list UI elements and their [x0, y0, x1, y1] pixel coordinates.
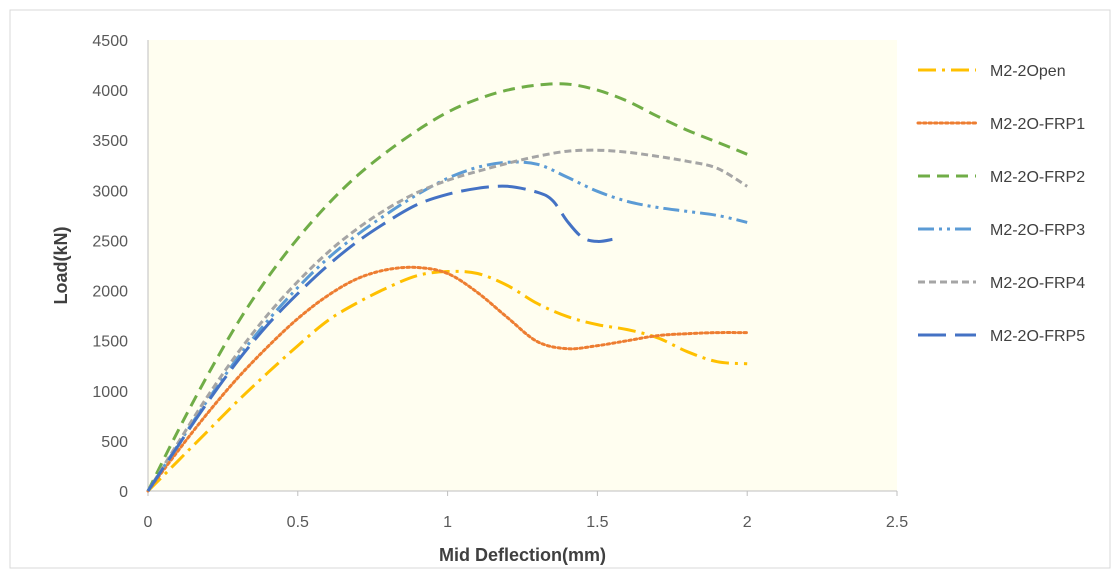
x-axis-title: Mid Deflection(mm)	[439, 545, 606, 565]
series-line-6	[146, 184, 613, 492]
y-tick-label: 4500	[92, 33, 128, 50]
y-tick-label: 1000	[92, 384, 128, 401]
y-tick-label: 4000	[92, 83, 128, 100]
legend-label: M2-2O-FRP4	[990, 275, 1085, 292]
legend-label: M2-2O-FRP2	[990, 169, 1085, 186]
x-tick-label: 2	[743, 514, 752, 531]
legend-item: M2-2Open	[918, 63, 1066, 80]
legend-item: M2-2O-FRP2	[918, 169, 1085, 186]
legend-label: M2-2Open	[990, 63, 1066, 80]
legend-item: M2-2O-FRP5	[918, 328, 1085, 345]
series-line-3	[146, 82, 748, 492]
legend-label: M2-2O-FRP5	[990, 328, 1085, 345]
y-tick-label: 2000	[92, 284, 128, 301]
x-tick-label: 1	[443, 514, 452, 531]
y-tick-label: 3000	[92, 183, 128, 200]
x-tick-label: 2.5	[886, 514, 908, 531]
plot-area	[148, 40, 897, 491]
series-line-2	[146, 265, 749, 493]
y-tick-label: 0	[119, 484, 128, 501]
x-tick-label: 0.5	[287, 514, 309, 531]
legend-item: M2-2O-FRP1	[916, 116, 1085, 133]
legend-item: M2-2O-FRP3	[918, 222, 1085, 239]
y-tick-label: 1500	[92, 334, 128, 351]
legend: M2-2Open M2-2O-FRP1 M2-2O-FRP2 M2-2O-FRP3 M2…	[916, 63, 1085, 345]
axes: 0 500 1000 1500 2000 2500 3000 3500 4000 4500 0 0.5…	[92, 33, 908, 531]
series-group	[146, 82, 749, 493]
legend-label: M2-2O-FRP1	[990, 116, 1085, 133]
legend-item: M2-2O-FRP4	[918, 275, 1085, 292]
y-tick-label: 500	[101, 434, 128, 451]
legend-label: M2-2O-FRP3	[990, 222, 1085, 239]
series-line-5	[146, 148, 748, 492]
y-axis-title: Load(kN)	[51, 227, 71, 305]
x-tick-label: 1.5	[586, 514, 608, 531]
y-tick-label: 3500	[92, 133, 128, 150]
series-line-4	[146, 160, 748, 492]
x-tick-label: 0	[144, 514, 153, 531]
y-tick-label: 2500	[92, 233, 128, 250]
series-line-1	[146, 269, 748, 493]
